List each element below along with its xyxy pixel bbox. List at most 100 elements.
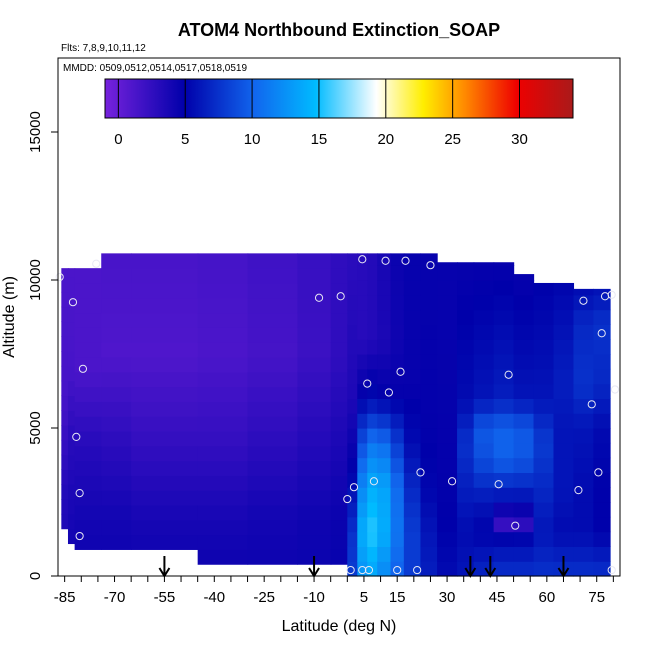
heatmap-cell <box>197 327 249 343</box>
heatmap-cell <box>367 457 378 473</box>
heatmap-cell <box>390 265 405 281</box>
heatmap-cell <box>357 442 368 459</box>
heatmap-cell <box>357 398 368 414</box>
heatmap-cell <box>367 280 378 296</box>
heatmap-cell <box>473 442 495 459</box>
heatmap-cell <box>420 324 438 340</box>
heatmap-cell <box>533 383 555 399</box>
heatmap-cell <box>101 475 132 491</box>
heatmap-cell <box>390 472 405 488</box>
heatmap-cell <box>247 327 299 343</box>
colorbar-tick-label-0: 0 <box>114 131 122 148</box>
heatmap-cell <box>493 368 515 385</box>
heatmap-cell <box>67 268 76 278</box>
heatmap-cell <box>247 416 299 432</box>
heatmap-cell <box>437 516 458 533</box>
chart-title: ATOM4 Northbound Extinction_SOAP <box>178 20 500 40</box>
heatmap-cell <box>493 309 515 325</box>
heatmap-cell <box>493 354 515 370</box>
heatmap-cell <box>74 297 102 314</box>
sample-point <box>92 259 101 268</box>
heatmap-cell <box>533 428 555 444</box>
heatmap-cell <box>420 487 438 503</box>
x-tick-label--40: -40 <box>203 589 225 606</box>
heatmap-cell <box>553 457 575 473</box>
heatmap-cell <box>297 416 332 432</box>
heatmap-cell <box>573 428 594 444</box>
heatmap-cell <box>553 339 575 355</box>
heatmap-cell <box>533 516 555 533</box>
heatmap-cell <box>390 561 405 577</box>
heatmap-cell <box>390 280 405 296</box>
heatmap-cell <box>457 428 475 444</box>
heatmap-cell <box>573 561 594 577</box>
heatmap-cell <box>473 265 495 281</box>
heatmap-cell <box>493 339 515 355</box>
heatmap-cell <box>513 309 535 325</box>
heatmap-cell <box>357 324 368 340</box>
heatmap-column-10 <box>357 253 368 577</box>
heatmap-cell <box>513 428 535 444</box>
heatmap-cell <box>67 277 76 293</box>
sample-point <box>343 494 352 504</box>
heatmap-cell <box>247 430 299 447</box>
heatmap-cell <box>473 324 495 340</box>
heatmap-column-11 <box>367 253 378 577</box>
heatmap-cell <box>533 531 555 547</box>
heatmap-column-0 <box>61 268 69 530</box>
sample-point <box>504 370 513 379</box>
heatmap-cell <box>297 342 332 358</box>
heatmap-cell <box>247 297 299 314</box>
heatmap-cell <box>74 430 102 447</box>
heatmap-cell <box>473 428 495 444</box>
heatmap-cell <box>74 312 102 328</box>
heatmap-cell <box>377 253 392 266</box>
y-axis-label: Altitude (m) <box>1 276 18 358</box>
heatmap-layer <box>61 253 611 577</box>
heatmap-cell <box>61 321 69 337</box>
heatmap-cell <box>61 277 69 293</box>
heatmap-cell <box>513 294 535 311</box>
heatmap-cell <box>197 490 249 506</box>
heatmap-cell <box>131 282 199 299</box>
heatmap-cell <box>131 475 199 491</box>
heatmap-cell <box>74 504 102 521</box>
heatmap-cell <box>131 342 199 358</box>
heatmap-cell <box>553 472 575 488</box>
heatmap-cell <box>473 383 495 399</box>
heatmap-cell <box>573 531 594 547</box>
heatmap-cell <box>247 475 299 491</box>
sample-point <box>55 272 64 282</box>
heatmap-cell <box>437 561 458 577</box>
heatmap-cell <box>390 516 405 533</box>
heatmap-cell <box>367 339 378 355</box>
heatmap-cell <box>493 561 515 577</box>
heatmap-cell <box>197 342 249 358</box>
heatmap-cell <box>593 354 611 370</box>
heatmap-cell <box>437 531 458 547</box>
flights-label: Flts: 7,8,9,10,11,12 <box>61 43 146 54</box>
heatmap-cell <box>573 294 594 311</box>
heatmap-cell <box>247 371 299 388</box>
heatmap-cell <box>297 445 332 462</box>
heatmap-cell <box>61 425 69 441</box>
heatmap-cell <box>297 430 332 447</box>
heatmap-cell <box>357 487 368 503</box>
heatmap-cell <box>131 253 199 269</box>
heatmap-cell <box>553 294 575 311</box>
heatmap-cell <box>67 425 76 441</box>
heatmap-cell <box>513 531 535 547</box>
heatmap-cell <box>573 502 594 518</box>
sample-point <box>75 489 84 498</box>
heatmap-cell <box>101 253 132 269</box>
heatmap-cell <box>101 445 132 462</box>
heatmap-cell <box>74 268 102 284</box>
heatmap-cell <box>390 457 405 473</box>
heatmap-cell <box>420 457 438 473</box>
heatmap-cell <box>347 368 358 385</box>
heatmap-cell <box>330 386 348 402</box>
heatmap-cell <box>197 253 249 269</box>
heatmap-cell <box>367 309 378 325</box>
heatmap-cell <box>437 309 458 325</box>
heatmap-cell <box>131 460 199 476</box>
